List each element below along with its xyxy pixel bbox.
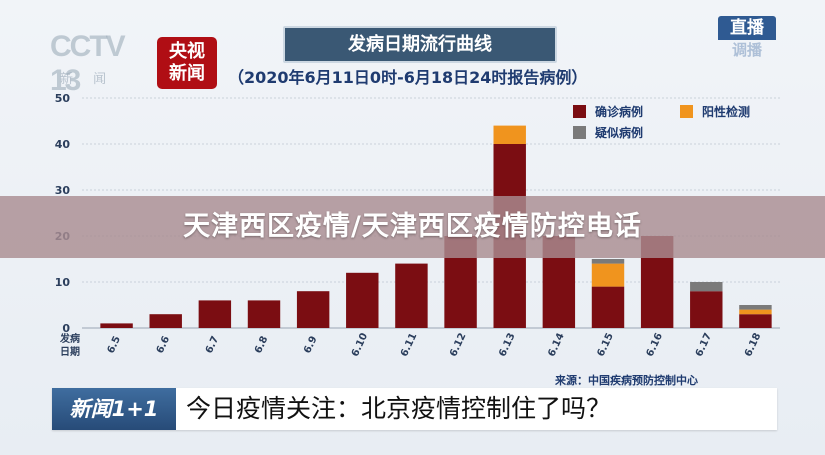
bar-confirmed [690,291,723,328]
legend-swatch [680,105,693,118]
news-logo-line1: 央视 [169,41,205,62]
x-tick-label: 6.9 [302,335,319,356]
bar-confirmed [247,300,281,328]
x-tick-label: 6.11 [399,331,419,358]
news-logo-line2: 新闻 [169,63,205,84]
y-tick-label: 10 [55,276,71,289]
x-tick-label: 6.17 [694,331,714,358]
chart-source: 来源：中国疾病预防控制中心 [555,374,698,387]
bar-confirmed [591,286,625,328]
live-badge: 直播 调播 [718,16,776,64]
x-tick-label: 6.13 [497,331,517,358]
bar-suspected [591,259,625,264]
bar-confirmed [149,314,182,328]
legend-label: 阳性检测 [702,104,750,119]
news-ticker: 新闻1+1 今日疫情关注：北京疫情控制住了吗？ [52,388,777,430]
x-axis-label: 日期 [60,345,80,358]
x-tick-label: 6.16 [645,331,665,358]
bar-positive [591,263,625,287]
bar-suspected [739,305,772,310]
y-tick-label: 40 [55,138,71,151]
bar-suspected [690,282,723,292]
bar-confirmed [739,314,772,328]
program-logo: 新闻1+1 [52,388,176,430]
live-badge-label: 直播 [718,16,776,40]
y-tick-label: 0 [62,322,70,335]
title-banner: 天津西区疫情/天津西区疫情防控电话 [0,196,825,258]
x-axis-label: 发病 [59,332,80,345]
x-tick-label: 6.10 [350,331,370,358]
cctv-logo: CCTV 13 新 闻 [50,30,150,97]
y-tick-label: 30 [55,184,71,197]
bar-positive [493,125,526,144]
live-badge-reflection: 调播 [731,41,762,59]
chart-subtitle: （2020年6月11日0时-6月18日24时报告病例） [228,68,588,87]
bar-confirmed [100,323,133,328]
x-tick-label: 6.14 [546,331,566,358]
y-tick-label: 50 [55,92,71,105]
legend-label: 疑似病例 [595,125,643,140]
bar-positive [739,309,772,315]
chart-title: 发病日期流行曲线 [283,26,557,63]
bar-confirmed [296,291,330,328]
ticker-headline: 今日疫情关注：北京疫情控制住了吗？ [186,394,612,423]
bar-confirmed [198,300,232,328]
bar-confirmed [395,263,428,328]
legend-label: 确诊病例 [595,104,643,119]
legend-swatch [573,105,586,118]
x-tick-label: 6.12 [448,331,468,358]
x-tick-label: 6.8 [253,335,270,356]
cctv-news-logo: 央视 新闻 [157,37,217,89]
banner-text: 天津西区疫情/天津西区疫情防控电话 [183,211,642,242]
x-tick-label: 6.7 [204,335,221,356]
legend-swatch [573,126,586,139]
x-tick-label: 6.15 [596,331,616,358]
x-tick-label: 6.18 [743,331,763,358]
cctv-logo-sub: 新 闻 [60,72,115,87]
x-tick-label: 6.6 [155,335,172,356]
bar-confirmed [346,272,379,328]
x-tick-label: 6.5 [106,335,123,356]
cctv-logo-text: CCTV 13 [50,30,126,97]
